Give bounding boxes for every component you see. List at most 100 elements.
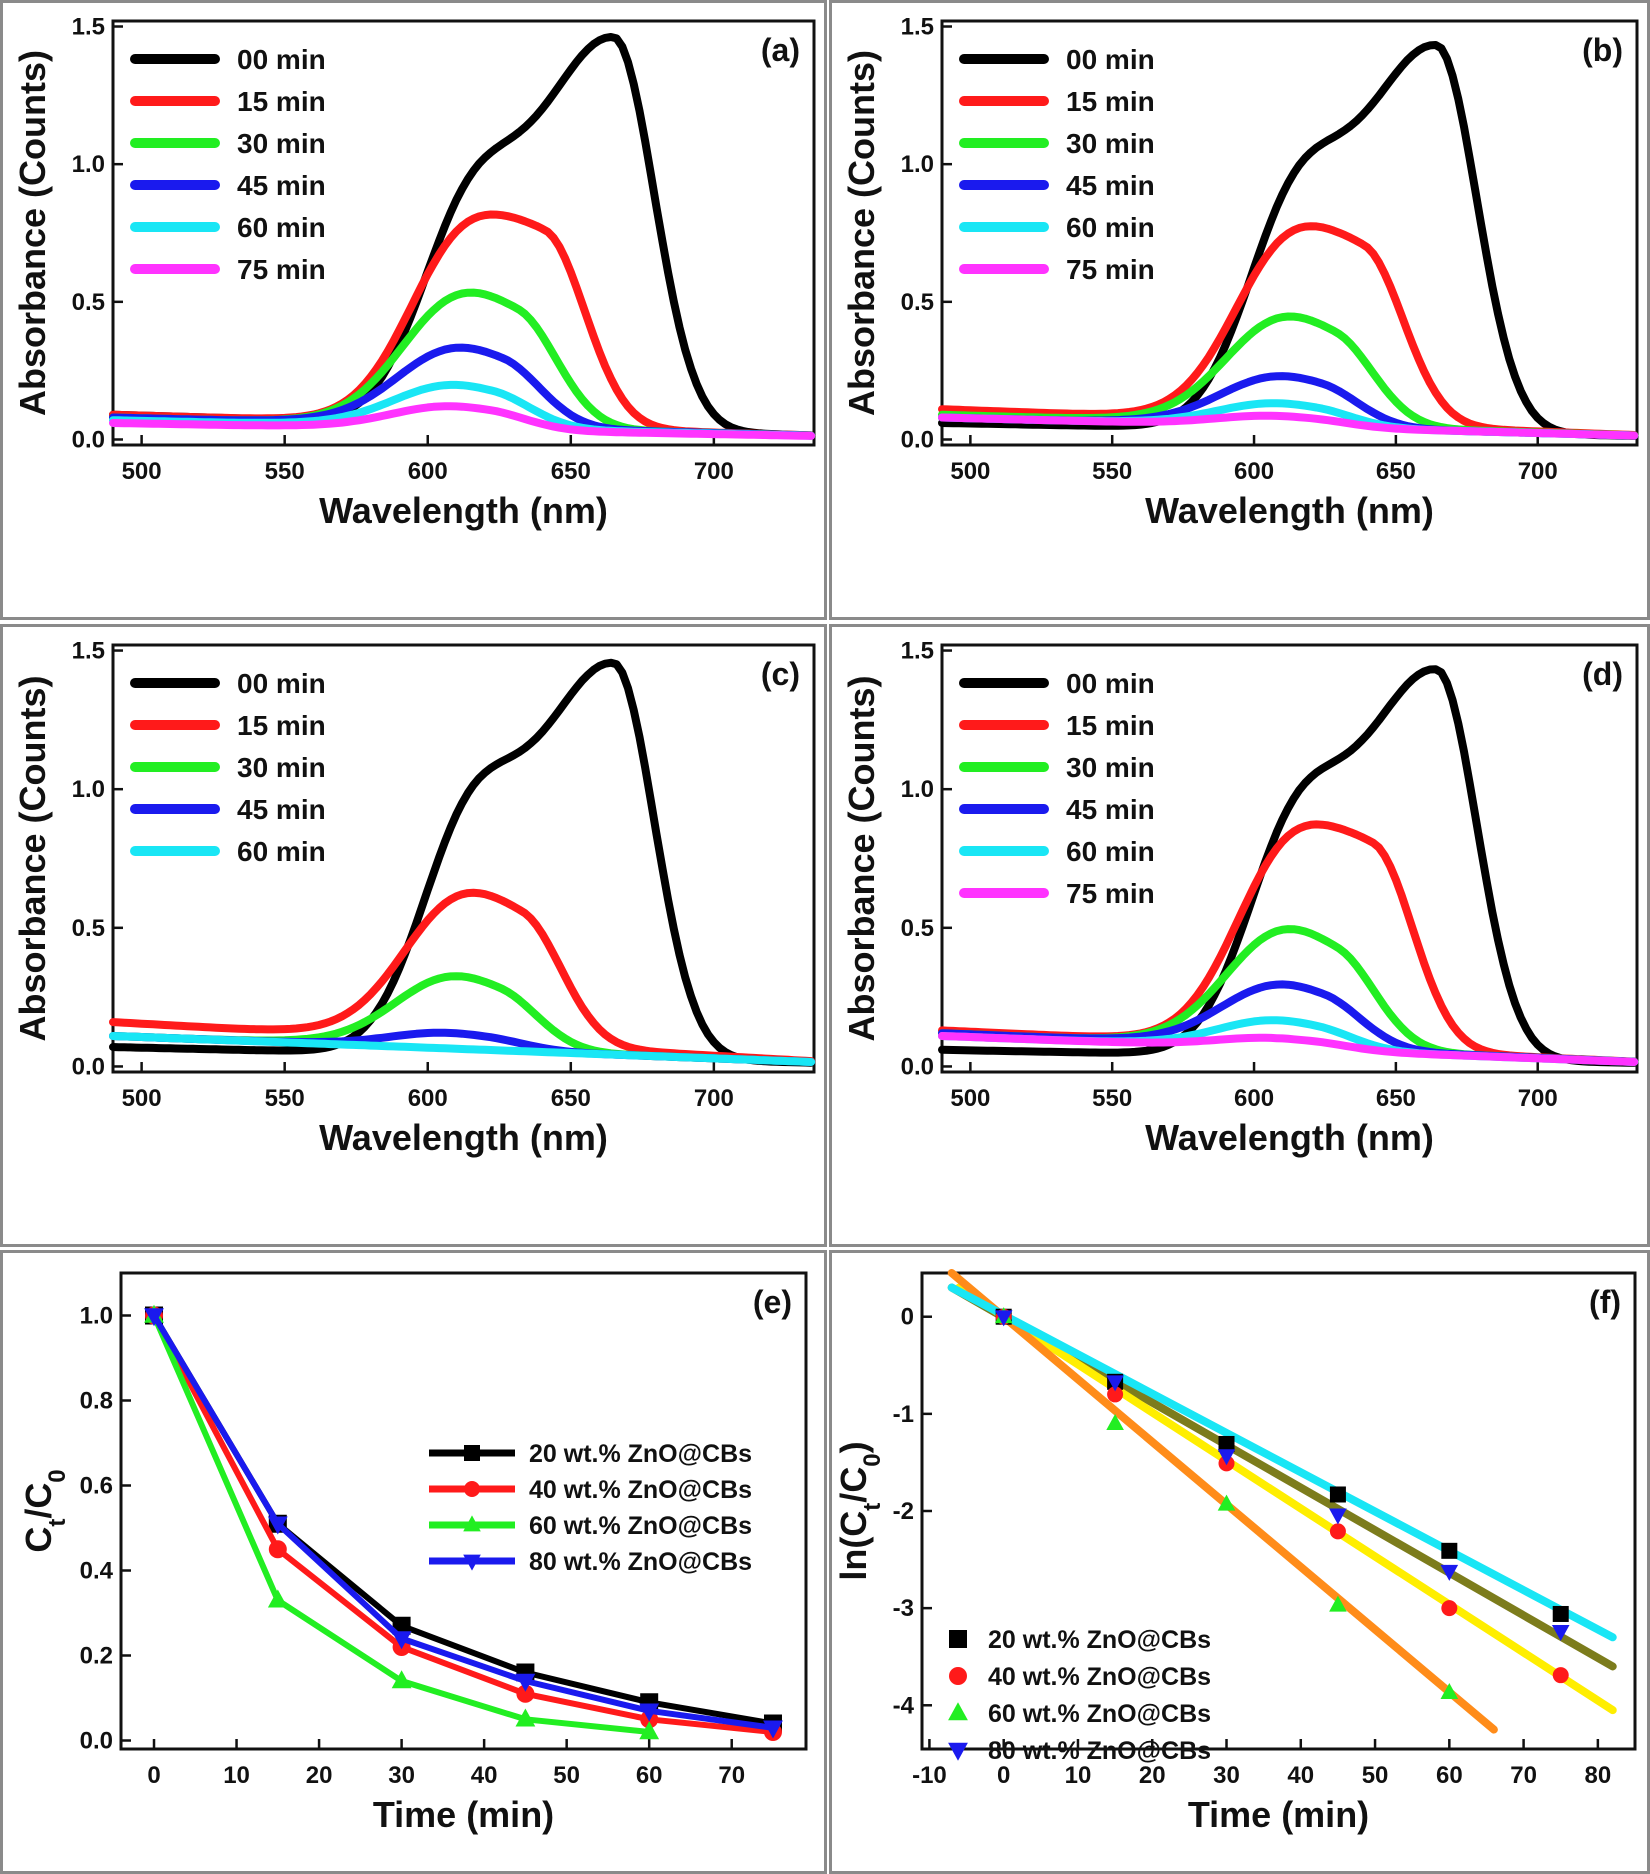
legend-label: 45 min [237, 794, 326, 825]
y-tick-label: 0.5 [72, 289, 105, 316]
x-tick-label: 70 [1510, 1762, 1537, 1789]
y-tick-label: 0.2 [80, 1643, 113, 1670]
x-tick-label: 40 [471, 1762, 498, 1789]
x-axis-title: Time (min) [1188, 1794, 1369, 1835]
data-point [464, 1481, 480, 1497]
panel-label: (f) [1589, 1284, 1621, 1320]
x-tick-label: 50 [553, 1762, 580, 1789]
data-point [1551, 1625, 1570, 1642]
y-tick-label: 1.0 [901, 776, 934, 803]
x-tick-label: 650 [1376, 1085, 1416, 1112]
legend-label: 30 min [1066, 128, 1155, 159]
x-tick-label: 40 [1287, 1762, 1314, 1789]
legend-label: 00 min [1066, 668, 1155, 699]
chart-d-svg: 500 550 600 650 700 0.0 0.5 1.0 1.5 (d) Wavelength… [841, 638, 1639, 1158]
legend-label: 80 wt.% ZnO@CBs [529, 1548, 752, 1576]
data-point [1329, 1508, 1347, 1525]
legend-label: 00 min [1066, 44, 1155, 75]
y-tick-label: 1.0 [72, 776, 105, 803]
x-axis-title: Wavelength (nm) [1145, 1117, 1434, 1158]
y-axis-title-part: ln(C [833, 1511, 874, 1581]
data-point [1106, 1413, 1124, 1430]
data-point [1440, 1564, 1459, 1581]
y-tick-label: 1.0 [901, 151, 934, 178]
x-tick-label: 60 [1436, 1762, 1463, 1789]
data-point [1440, 1683, 1459, 1700]
legend-label: 75 min [237, 254, 326, 285]
legend-label: 00 min [237, 44, 326, 75]
y-axis-title-subscript: 0 [44, 1469, 71, 1482]
x-tick-label: 30 [1213, 1762, 1240, 1789]
legend-label: 20 wt.% ZnO@CBs [529, 1440, 752, 1468]
panel-label: (e) [753, 1284, 792, 1320]
y-axis-title-part: /C [18, 1483, 59, 1519]
data-point [1217, 1494, 1236, 1511]
y-tick-label: 0.5 [901, 915, 934, 942]
y-axis-title-part: /C [833, 1467, 874, 1503]
x-tick-label: 10 [1065, 1762, 1092, 1789]
y-axis-title-group: ln(Ct/C0) [833, 1441, 886, 1580]
x-tick-label: 500 [950, 458, 990, 485]
data-point [1107, 1386, 1124, 1403]
legend-label: 75 min [1066, 254, 1155, 285]
y-tick-label: 1.0 [80, 1303, 113, 1330]
chart-panel-b: 500 550 600 650 700 0.0 0.5 1.0 1.5 (b) Wavelength… [829, 0, 1650, 620]
y-tick-label: 1.5 [72, 638, 105, 665]
y-axis-title-subscript: 0 [859, 1453, 886, 1466]
x-tick-label: 70 [718, 1762, 745, 1789]
series-line [938, 411, 1639, 440]
x-tick-label: 600 [408, 458, 448, 485]
x-tick-label: 550 [1092, 458, 1132, 485]
series-line [109, 1032, 816, 1066]
data-point [1106, 1375, 1124, 1392]
chart-f-svg: -10 0 10 20 30 40 50 60 70 80 0 -1 -2 -3 -4 (f) Time (mi… [833, 1269, 1637, 1835]
chart-a-svg: 500 550 600 650 700 0.0 0.5 1.0 1.5 (a) Wavelength… [12, 14, 816, 531]
data-point [763, 1720, 783, 1739]
y-axis-title-subscript: t [859, 1503, 886, 1511]
y-axis-title: Absorbance (Counts) [841, 50, 882, 416]
x-axis-title: Time (min) [373, 1794, 554, 1835]
legend-label: 15 min [1066, 86, 1155, 117]
legend-label: 60 min [237, 212, 326, 243]
y-tick-label: -3 [893, 1595, 914, 1622]
y-tick-label: -1 [893, 1401, 914, 1428]
series-line [109, 402, 816, 440]
x-tick-label: 700 [694, 458, 734, 485]
legend-label: 30 min [237, 752, 326, 783]
chart-panel-a: 500 550 600 650 700 0.0 0.5 1.0 1.5 (a) Wavelength… [0, 0, 827, 620]
legend-label: 45 min [1066, 794, 1155, 825]
data-point [949, 1667, 967, 1685]
series-line [109, 33, 816, 440]
x-tick-label: 80 [1585, 1762, 1612, 1789]
x-axis-title: Wavelength (nm) [319, 490, 608, 531]
y-tick-label: 0.0 [80, 1728, 113, 1755]
series-line [938, 41, 1639, 440]
data-point [948, 1742, 968, 1761]
data-point [1329, 1595, 1347, 1612]
series-line [109, 658, 816, 1067]
y-axis-title: Absorbance (Counts) [841, 675, 882, 1041]
data-point [268, 1540, 287, 1559]
y-axis-title-subscript: t [44, 1519, 71, 1527]
x-tick-label: -10 [912, 1762, 947, 1789]
y-tick-label: 0.0 [72, 1053, 105, 1080]
data-point [391, 1670, 412, 1689]
x-tick-label: 0 [997, 1762, 1010, 1789]
x-tick-label: 550 [1092, 1085, 1132, 1112]
legend-label: 60 wt.% ZnO@CBs [529, 1512, 752, 1540]
y-axis-title-part: C [18, 1527, 59, 1553]
y-tick-label: 0.0 [901, 426, 934, 453]
data-point [1329, 1523, 1346, 1540]
legend-label: 45 min [1066, 170, 1155, 201]
legend-label: 80 wt.% ZnO@CBs [988, 1737, 1211, 1765]
series-line [151, 1314, 774, 1735]
data-point [463, 1515, 481, 1532]
x-tick-label: 500 [122, 458, 162, 485]
legend-label: 60 min [1066, 212, 1155, 243]
y-axis-title: Ct/C0 [18, 1469, 71, 1552]
x-tick-label: 700 [694, 1085, 734, 1112]
series-line [938, 665, 1639, 1067]
legend-label: 60 min [1066, 836, 1155, 867]
legend-label: 45 min [237, 170, 326, 201]
chart-c-svg: 500 550 600 650 700 0.0 0.5 1.0 1.5 (c) Wavelength… [12, 638, 816, 1158]
